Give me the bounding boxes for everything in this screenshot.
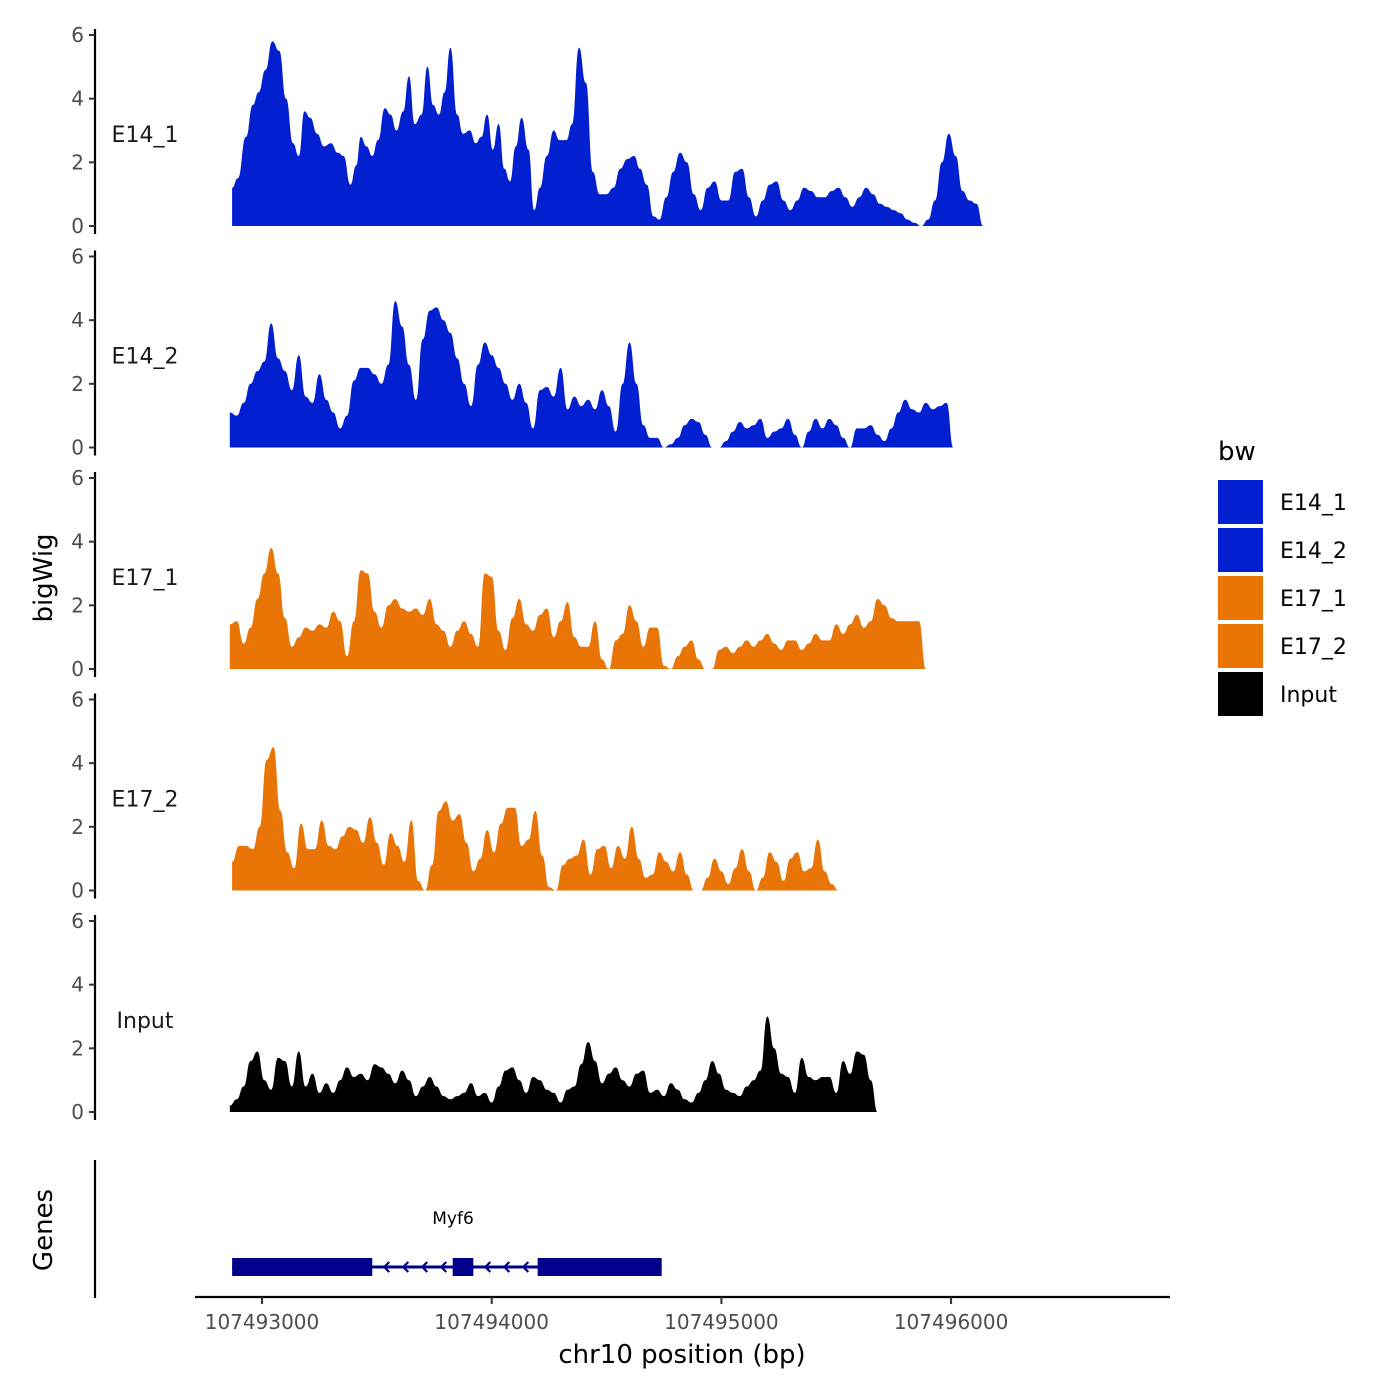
coverage-area-e14_1 bbox=[232, 41, 984, 227]
x-axis: 107493000 107494000 107495000 107496000 bbox=[195, 1295, 1170, 1334]
y-tick-label: 6 bbox=[71, 245, 84, 269]
strand-arrow bbox=[382, 1261, 391, 1273]
y-tick-label: 2 bbox=[71, 372, 84, 396]
gene-track: Myf6 bbox=[93, 1160, 662, 1298]
y-tick-label: 4 bbox=[71, 751, 84, 775]
y-tick-label: 6 bbox=[71, 466, 84, 490]
track-label: E17_2 bbox=[112, 788, 179, 813]
y-tick-label: 2 bbox=[71, 150, 84, 174]
legend-swatch-e14_2 bbox=[1218, 528, 1263, 572]
gene-exon bbox=[232, 1258, 373, 1276]
legend-title: bw bbox=[1218, 437, 1256, 467]
legend-label-e17_1: E17_1 bbox=[1280, 587, 1347, 612]
legend-label-e14_2: E14_2 bbox=[1280, 539, 1347, 564]
track-e14_2: 0 2 4 6 E14_2 bbox=[71, 245, 954, 460]
coverage-area-e17_1 bbox=[229, 548, 926, 669]
y-tick-label: 0 bbox=[71, 436, 84, 460]
legend-label-e14_1: E14_1 bbox=[1280, 491, 1347, 516]
y-tick-label: 4 bbox=[71, 87, 84, 111]
strand-arrow bbox=[439, 1261, 448, 1273]
track-e14_1: 0 2 4 6 E14_1 bbox=[71, 23, 984, 238]
legend-swatch-e17_1 bbox=[1218, 576, 1263, 620]
y-tick-label: 0 bbox=[71, 657, 84, 681]
legend-label-e17_2: E17_2 bbox=[1280, 635, 1347, 660]
genes-axis-title: Genes bbox=[29, 1189, 59, 1271]
track-e17_1: 0 2 4 6 E17_1 bbox=[71, 466, 926, 681]
y-tick-label: 6 bbox=[71, 23, 84, 47]
strand-arrow bbox=[401, 1261, 410, 1273]
y-axis-title: bigWig bbox=[29, 533, 59, 622]
y-tick-label: 6 bbox=[71, 909, 84, 933]
coverage-area-input bbox=[229, 1016, 878, 1112]
legend-swatch-e14_1 bbox=[1218, 480, 1263, 524]
x-tick-label: 107496000 bbox=[894, 1310, 1009, 1334]
y-tick-label: 0 bbox=[71, 1100, 84, 1124]
legend: bw E14_1 E14_2 E17_1 E17_2 Input bbox=[1218, 437, 1347, 716]
strand-arrow bbox=[521, 1261, 530, 1273]
strand-arrow bbox=[483, 1261, 492, 1273]
x-tick-label: 107493000 bbox=[205, 1310, 320, 1334]
track-input: 0 2 4 6 Input bbox=[71, 909, 878, 1124]
strand-arrow bbox=[502, 1261, 511, 1273]
legend-swatch-e17_2 bbox=[1218, 624, 1263, 668]
track-label: Input bbox=[117, 1009, 174, 1034]
legend-label-input: Input bbox=[1280, 683, 1337, 708]
y-tick-label: 2 bbox=[71, 815, 84, 839]
track-e17_2: 0 2 4 6 E17_2 bbox=[71, 688, 839, 903]
gene-name-label: Myf6 bbox=[432, 1209, 474, 1229]
x-tick-label: 107495000 bbox=[664, 1310, 779, 1334]
x-tick-label: 107494000 bbox=[434, 1310, 549, 1334]
gene-myf6: Myf6 bbox=[232, 1209, 662, 1276]
y-tick-label: 0 bbox=[71, 879, 84, 903]
y-tick-label: 4 bbox=[71, 530, 84, 554]
y-tick-label: 4 bbox=[71, 308, 84, 332]
y-tick-label: 4 bbox=[71, 973, 84, 997]
coverage-tracks: 0 2 4 6 E14_1 0 2 4 6 E14_2 0 2 4 6 E17_1 0 2 4 6 E17_2 0 2 4 6… bbox=[71, 23, 984, 1124]
y-tick-label: 0 bbox=[71, 214, 84, 238]
coverage-area-e14_2 bbox=[229, 301, 954, 448]
x-axis-title: chr10 position (bp) bbox=[558, 1340, 805, 1370]
coverage-area-e17_2 bbox=[232, 747, 839, 891]
track-label: E14_2 bbox=[112, 345, 179, 370]
gene-exon bbox=[537, 1258, 662, 1276]
strand-arrow bbox=[420, 1261, 429, 1273]
y-tick-label: 6 bbox=[71, 688, 84, 712]
track-label: E17_1 bbox=[112, 566, 179, 591]
y-tick-label: 2 bbox=[71, 593, 84, 617]
track-label: E14_1 bbox=[112, 123, 179, 148]
y-tick-label: 2 bbox=[71, 1036, 84, 1060]
gene-exon bbox=[452, 1258, 474, 1276]
legend-swatch-input bbox=[1218, 672, 1263, 716]
